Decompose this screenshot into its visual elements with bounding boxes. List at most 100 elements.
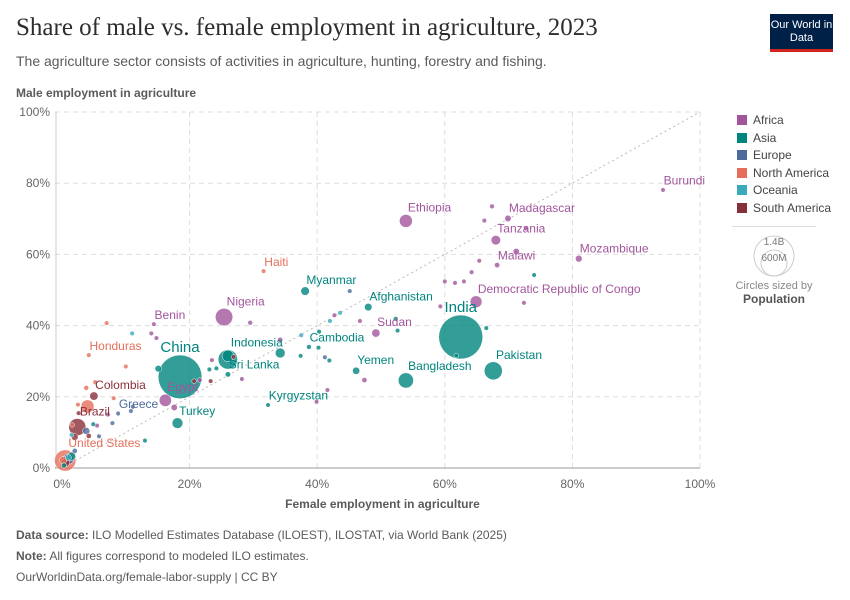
data-point[interactable] bbox=[85, 433, 92, 439]
point-honduras[interactable] bbox=[86, 352, 92, 358]
point-myanmar[interactable] bbox=[300, 286, 310, 296]
data-point[interactable] bbox=[512, 248, 520, 255]
data-point[interactable] bbox=[130, 404, 136, 410]
data-point[interactable] bbox=[521, 300, 527, 306]
data-point[interactable] bbox=[170, 404, 178, 411]
data-point[interactable] bbox=[105, 412, 111, 418]
point-india[interactable] bbox=[438, 314, 483, 360]
legend-item-south-america[interactable]: South America bbox=[737, 201, 831, 215]
data-point[interactable] bbox=[96, 433, 102, 439]
point-egypt[interactable] bbox=[158, 393, 172, 407]
legend-item-africa[interactable]: Africa bbox=[737, 113, 784, 127]
data-point[interactable] bbox=[361, 377, 368, 383]
point-democratic-republic-of-congo[interactable] bbox=[469, 295, 483, 308]
data-point[interactable] bbox=[324, 387, 330, 393]
legend-item-asia[interactable]: Asia bbox=[737, 131, 776, 145]
point-kyrgyzstan[interactable] bbox=[265, 402, 271, 408]
data-point[interactable] bbox=[82, 427, 91, 435]
data-point[interactable] bbox=[75, 402, 81, 408]
point-haiti[interactable] bbox=[261, 268, 267, 274]
point-sri-lanka[interactable] bbox=[224, 371, 231, 378]
data-point[interactable] bbox=[206, 366, 212, 372]
point-colombia[interactable] bbox=[89, 391, 99, 401]
data-point[interactable] bbox=[83, 385, 89, 391]
point-mozambique[interactable] bbox=[575, 255, 583, 263]
data-point[interactable] bbox=[322, 354, 328, 360]
point-turkey[interactable] bbox=[171, 417, 184, 429]
data-point[interactable] bbox=[316, 329, 322, 335]
data-point[interactable] bbox=[197, 377, 203, 383]
owid-logo[interactable]: Our World in Data bbox=[770, 14, 833, 52]
data-point[interactable] bbox=[231, 354, 237, 360]
data-point[interactable] bbox=[148, 330, 154, 336]
data-point[interactable] bbox=[452, 280, 458, 286]
point-cambodia[interactable] bbox=[306, 344, 312, 350]
data-point[interactable] bbox=[327, 318, 333, 324]
point-madagascar[interactable] bbox=[504, 214, 512, 222]
data-point[interactable] bbox=[531, 272, 537, 278]
data-point[interactable] bbox=[154, 365, 162, 373]
data-point[interactable] bbox=[395, 328, 401, 334]
data-point[interactable] bbox=[153, 335, 159, 341]
point-tanzania[interactable] bbox=[490, 235, 501, 246]
data-point[interactable] bbox=[347, 288, 353, 294]
point-china[interactable] bbox=[157, 354, 203, 399]
data-point[interactable] bbox=[523, 225, 529, 231]
data-point[interactable] bbox=[461, 278, 467, 285]
data-point[interactable] bbox=[80, 399, 95, 414]
point-yemen[interactable] bbox=[352, 366, 361, 375]
point-afghanistan[interactable] bbox=[364, 303, 373, 312]
data-point[interactable] bbox=[90, 421, 96, 427]
data-point[interactable] bbox=[92, 379, 98, 385]
data-point[interactable] bbox=[71, 448, 78, 454]
data-point[interactable] bbox=[357, 318, 363, 324]
footer-url[interactable]: OurWorldinData.org/female-labor-supply |… bbox=[16, 570, 278, 584]
data-point[interactable] bbox=[275, 347, 286, 359]
data-point[interactable] bbox=[111, 395, 117, 401]
point-sudan[interactable] bbox=[371, 328, 381, 338]
data-point[interactable] bbox=[393, 316, 399, 322]
point-nigeria[interactable] bbox=[215, 308, 234, 327]
data-point[interactable] bbox=[483, 325, 489, 331]
data-point[interactable] bbox=[437, 303, 443, 309]
data-point[interactable] bbox=[247, 320, 253, 326]
point-pakistan[interactable] bbox=[484, 361, 503, 381]
data-point[interactable] bbox=[69, 432, 75, 438]
data-point[interactable] bbox=[476, 258, 482, 264]
legend-item-oceania[interactable]: Oceania bbox=[737, 183, 798, 197]
data-point[interactable] bbox=[239, 376, 245, 382]
data-point[interactable] bbox=[442, 278, 448, 285]
point-greece[interactable] bbox=[115, 410, 121, 417]
data-point[interactable] bbox=[109, 420, 115, 426]
data-point[interactable] bbox=[481, 218, 487, 224]
point-ethiopia[interactable] bbox=[399, 214, 413, 228]
data-point[interactable] bbox=[209, 357, 215, 363]
data-point[interactable] bbox=[315, 345, 322, 351]
data-point[interactable] bbox=[128, 408, 134, 414]
data-point[interactable] bbox=[69, 422, 75, 428]
data-point[interactable] bbox=[326, 357, 332, 364]
data-point[interactable] bbox=[65, 454, 72, 461]
data-point[interactable] bbox=[129, 330, 135, 336]
data-point[interactable] bbox=[453, 352, 459, 359]
data-point[interactable] bbox=[489, 203, 495, 209]
point-benin[interactable] bbox=[151, 321, 157, 327]
data-point[interactable] bbox=[104, 320, 110, 326]
data-point[interactable] bbox=[469, 269, 475, 275]
data-point[interactable] bbox=[61, 462, 67, 469]
data-point[interactable] bbox=[123, 363, 129, 370]
data-point[interactable] bbox=[142, 438, 148, 444]
data-point[interactable] bbox=[298, 332, 304, 338]
data-point[interactable] bbox=[337, 310, 343, 316]
point-bangladesh[interactable] bbox=[397, 372, 414, 389]
point-malawi[interactable] bbox=[494, 262, 501, 268]
data-point[interactable] bbox=[191, 378, 197, 384]
point-burundi[interactable] bbox=[660, 187, 666, 193]
data-point[interactable] bbox=[298, 353, 304, 359]
data-point[interactable] bbox=[213, 365, 219, 371]
data-point[interactable] bbox=[208, 378, 214, 384]
legend-item-europe[interactable]: Europe bbox=[737, 148, 792, 162]
data-point[interactable] bbox=[314, 399, 320, 405]
legend-item-north-america[interactable]: North America bbox=[737, 166, 829, 180]
data-point[interactable] bbox=[76, 410, 82, 416]
